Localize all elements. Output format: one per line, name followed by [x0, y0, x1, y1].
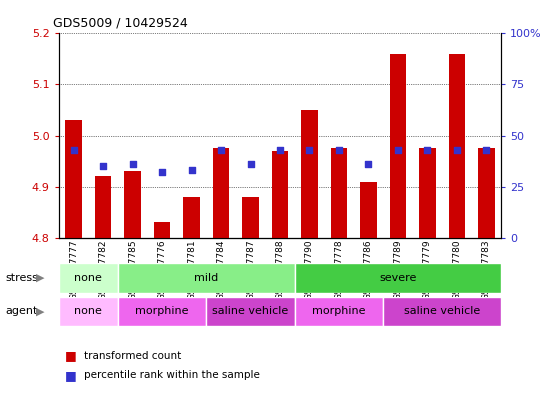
- Text: percentile rank within the sample: percentile rank within the sample: [84, 370, 260, 380]
- Bar: [419, 148, 436, 238]
- Bar: [59, 263, 118, 293]
- Bar: [383, 297, 501, 326]
- Point: [423, 147, 432, 153]
- Bar: [184, 197, 199, 238]
- Point: [187, 167, 196, 173]
- Text: ▶: ▶: [36, 307, 45, 316]
- Point: [157, 169, 166, 176]
- Bar: [95, 176, 111, 238]
- Text: morphine: morphine: [312, 307, 366, 316]
- Bar: [59, 297, 118, 326]
- Point: [364, 161, 373, 167]
- Text: transformed count: transformed count: [84, 351, 181, 361]
- Point: [69, 147, 78, 153]
- Bar: [118, 297, 206, 326]
- Bar: [295, 263, 501, 293]
- Text: stress: stress: [6, 273, 39, 283]
- Point: [452, 147, 461, 153]
- Point: [334, 147, 343, 153]
- Text: none: none: [74, 273, 102, 283]
- Point: [217, 147, 226, 153]
- Point: [482, 147, 491, 153]
- Bar: [272, 151, 288, 238]
- Text: mild: mild: [194, 273, 218, 283]
- Bar: [213, 148, 229, 238]
- Bar: [301, 110, 318, 238]
- Bar: [295, 297, 383, 326]
- Bar: [361, 182, 376, 238]
- Text: ▶: ▶: [36, 273, 45, 283]
- Text: saline vehicle: saline vehicle: [212, 307, 288, 316]
- Point: [276, 147, 284, 153]
- Text: severe: severe: [379, 273, 417, 283]
- Point: [394, 147, 403, 153]
- Bar: [124, 171, 141, 238]
- Bar: [449, 54, 465, 238]
- Bar: [118, 263, 295, 293]
- Text: ■: ■: [64, 349, 76, 362]
- Text: GDS5009 / 10429524: GDS5009 / 10429524: [53, 17, 188, 29]
- Bar: [478, 148, 494, 238]
- Text: saline vehicle: saline vehicle: [404, 307, 480, 316]
- Text: agent: agent: [6, 307, 38, 316]
- Point: [128, 161, 137, 167]
- Bar: [331, 148, 347, 238]
- Text: none: none: [74, 307, 102, 316]
- Point: [246, 161, 255, 167]
- Point: [99, 163, 108, 169]
- Bar: [66, 120, 82, 238]
- Bar: [390, 54, 406, 238]
- Bar: [242, 197, 259, 238]
- Bar: [206, 297, 295, 326]
- Text: morphine: morphine: [136, 307, 189, 316]
- Bar: [154, 222, 170, 238]
- Point: [305, 147, 314, 153]
- Text: ■: ■: [64, 369, 76, 382]
